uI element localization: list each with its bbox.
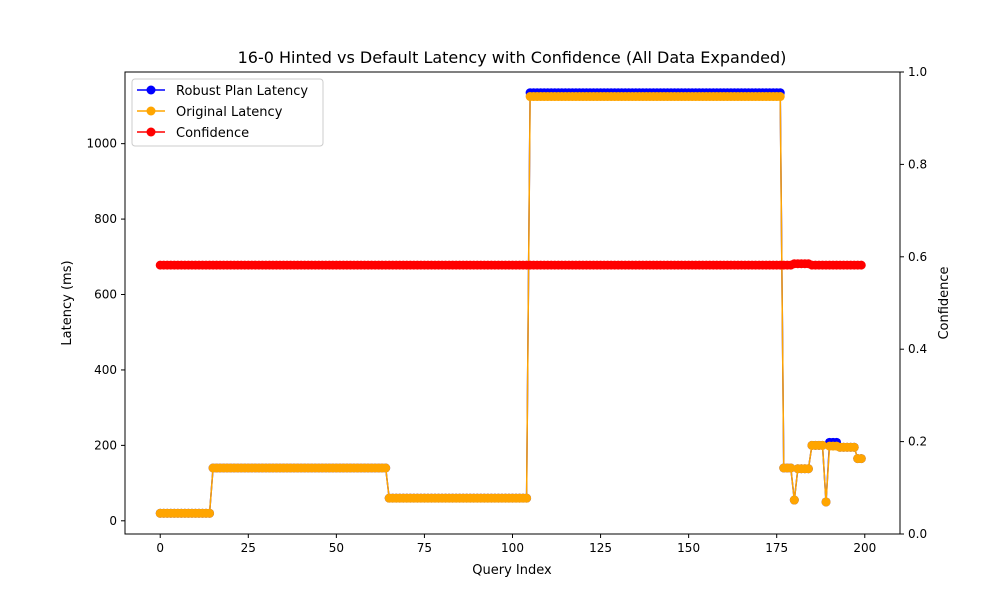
data-point xyxy=(856,454,866,464)
data-point xyxy=(786,463,796,473)
y-tick-label: 600 xyxy=(94,288,117,302)
y-axis-left: 0 200 400 600 800 1000 xyxy=(86,137,125,528)
legend: Robust Plan Latency Original Latency Con… xyxy=(131,78,324,147)
legend-marker-confidence xyxy=(146,127,156,137)
chart-title: 16-0 Hinted vs Default Latency with Conf… xyxy=(238,48,787,67)
series-layer xyxy=(155,88,866,518)
legend-label-robust: Robust Plan Latency xyxy=(176,84,308,99)
y-tick-label: 1000 xyxy=(86,137,117,151)
legend-box xyxy=(131,78,324,147)
y-tick-label: 0 xyxy=(109,514,117,528)
y2-tick-label: 0.8 xyxy=(908,157,927,171)
legend-label-original: Original Latency xyxy=(176,105,283,120)
x-tick-label: 175 xyxy=(765,541,788,555)
x-tick-label: 50 xyxy=(329,541,344,555)
x-tick-label: 150 xyxy=(677,541,700,555)
y2-tick-label: 0.2 xyxy=(908,435,927,449)
data-point xyxy=(205,508,215,518)
data-point xyxy=(803,464,813,474)
data-point xyxy=(856,260,866,270)
y-tick-label: 200 xyxy=(94,438,117,452)
y-tick-label: 400 xyxy=(94,363,117,377)
legend-label-confidence: Confidence xyxy=(176,126,249,141)
series-original-latency xyxy=(155,92,866,518)
x-tick-label: 25 xyxy=(241,541,256,555)
data-point xyxy=(818,440,827,450)
y-tick-label: 800 xyxy=(94,212,117,226)
series-confidence xyxy=(155,259,866,270)
data-point xyxy=(522,493,532,503)
x-tick-label: 0 xyxy=(156,541,164,555)
x-tick-label: 75 xyxy=(417,541,432,555)
legend-marker-original xyxy=(146,106,156,116)
y-axis-label: Latency (ms) xyxy=(60,260,75,345)
data-point xyxy=(775,92,785,102)
y2-tick-label: 0.4 xyxy=(908,342,927,356)
series-robust-plan-latency xyxy=(155,88,866,518)
y2-tick-label: 0.6 xyxy=(908,250,927,264)
y2-tick-label: 1.0 xyxy=(908,65,927,79)
series-line xyxy=(160,95,862,515)
data-point xyxy=(381,463,391,473)
x-axis: 0 25 50 75 100 125 150 175 200 xyxy=(156,534,876,555)
y2-tick-label: 0.0 xyxy=(908,527,927,541)
legend-marker-robust xyxy=(146,85,156,95)
x-tick-label: 125 xyxy=(589,541,612,555)
y-axis-right: 0.0 0.2 0.4 0.6 0.8 1.0 xyxy=(900,65,927,541)
y2-axis-label: Confidence xyxy=(937,266,952,339)
data-point xyxy=(849,442,859,452)
x-tick-label: 200 xyxy=(853,541,876,555)
x-axis-label: Query Index xyxy=(472,563,552,578)
series-line xyxy=(160,91,862,515)
x-tick-label: 100 xyxy=(501,541,524,555)
data-point xyxy=(821,497,831,507)
data-point xyxy=(789,495,799,505)
